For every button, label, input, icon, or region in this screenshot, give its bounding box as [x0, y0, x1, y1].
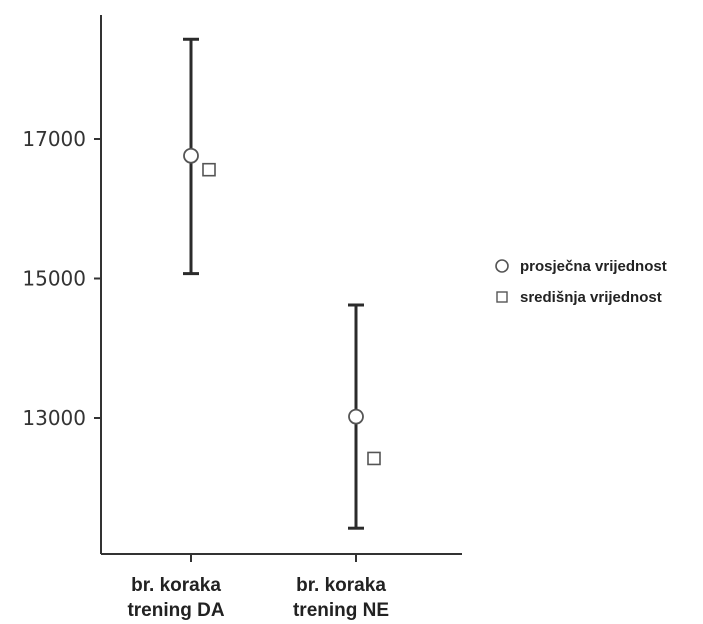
mean-point	[348, 408, 364, 425]
mean-point	[183, 147, 199, 164]
category-label-line2: trening DA	[127, 600, 224, 621]
legend: prosječna vrijednost središnja vrijednost	[495, 258, 667, 306]
y-tick-label: 13000	[22, 406, 86, 430]
category-label-line1: br. koraka	[131, 575, 221, 596]
legend-label: prosječna vrijednost	[520, 258, 667, 275]
legend-label: središnja vrijednost	[520, 289, 662, 306]
axes	[100, 15, 462, 555]
x-ticks: br. koraka trening DA br. koraka trening NE	[127, 554, 389, 621]
median-point	[202, 162, 216, 177]
y-ticks: 13000 15000 17000	[22, 127, 101, 430]
category-label-line2: trening NE	[293, 600, 389, 621]
legend-circle-icon	[495, 259, 509, 273]
median-point	[367, 451, 381, 466]
error-bars	[183, 37, 364, 530]
y-tick-label: 17000	[22, 127, 86, 151]
markers	[183, 147, 381, 466]
category-label-line1: br. koraka	[296, 575, 386, 596]
legend-square-icon	[496, 291, 508, 303]
y-tick-label: 15000	[22, 267, 86, 291]
